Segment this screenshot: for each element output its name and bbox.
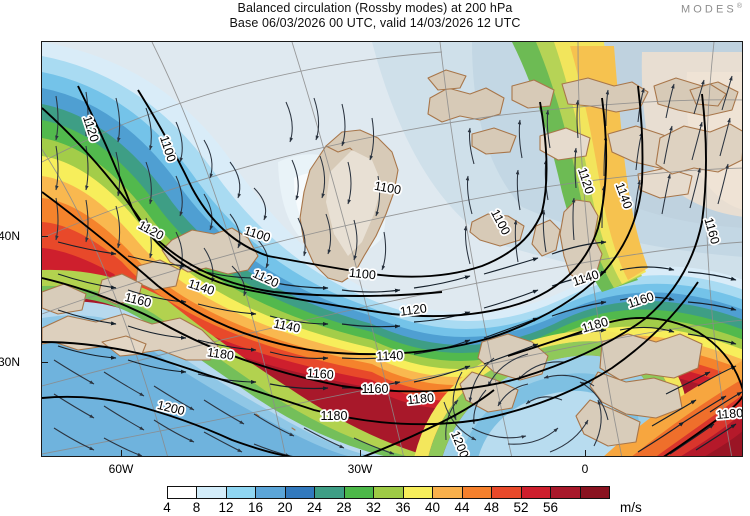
contour-label: 1100 xyxy=(348,266,376,283)
colorbar-tick: 8 xyxy=(192,500,201,515)
contour-label: 1120 xyxy=(399,301,428,319)
colorbar-segment xyxy=(344,487,375,498)
modes-logo: MODES® xyxy=(681,3,742,16)
contour-label: 1140 xyxy=(272,316,301,335)
colorbar-segment xyxy=(403,487,434,498)
contour-label: 1180 xyxy=(406,391,434,408)
colorbar-tick: 20 xyxy=(277,500,293,515)
colorbar-tick: 28 xyxy=(336,500,352,515)
ytick-40n xyxy=(41,236,48,238)
colorbar-segment xyxy=(315,487,345,498)
contour-label: 1180 xyxy=(716,406,743,422)
colorbar-tick: 4 xyxy=(163,500,171,515)
contour-label: 1200 xyxy=(156,398,186,418)
ylabel-30n: 30N xyxy=(0,355,21,369)
contour-label: 1180 xyxy=(206,345,235,363)
colorbar-segment xyxy=(285,487,316,498)
contour-label: 1180 xyxy=(206,345,235,363)
brand-text: MODES xyxy=(680,3,737,16)
colorbar-segment xyxy=(374,487,404,498)
page-title: Balanced circulation (Rossby modes) at 2… xyxy=(237,1,513,15)
colorbar-segment xyxy=(168,487,198,498)
contour-label: 1180 xyxy=(321,409,348,423)
colorbar[interactable] xyxy=(167,486,610,499)
xtick-30w xyxy=(360,450,362,457)
contour-label: 1140 xyxy=(376,349,403,364)
contour-label: 1140 xyxy=(376,349,403,364)
colorbar-unit-label: m/s xyxy=(620,500,642,515)
colorbar-segment xyxy=(521,487,552,498)
contour-label: 1160 xyxy=(362,382,389,396)
contour-label: 1100 xyxy=(373,179,402,197)
ylabel-40n: 40N xyxy=(0,229,21,243)
colorbar-tick: 48 xyxy=(483,500,500,515)
xlabel-30w: 30W xyxy=(347,462,373,476)
contour-label: 1180 xyxy=(716,406,743,422)
colorbar-tick: 44 xyxy=(454,500,470,515)
colorbar-segment xyxy=(433,487,463,498)
chart-subtitle: Base 06/03/2026 00 UTC, valid 14/03/2026… xyxy=(229,16,521,30)
colorbar-segment xyxy=(226,487,257,498)
colorbar-segment xyxy=(580,487,610,498)
colorbar-segment xyxy=(197,487,227,498)
colorbar-segment xyxy=(462,487,493,498)
contour-label: 1180 xyxy=(406,391,434,408)
height-contour-lines xyxy=(42,85,742,456)
contour-label: 1160 xyxy=(362,382,389,396)
colorbar-segment xyxy=(551,487,581,498)
colorbar-tick: 52 xyxy=(513,500,529,515)
colorbar-segment xyxy=(492,487,522,498)
colorbar-tick: 36 xyxy=(395,500,411,515)
xlabel-60w: 60W xyxy=(108,462,134,476)
contour-label: 1160 xyxy=(306,366,334,382)
xtick-0 xyxy=(585,450,587,457)
contour-label: 1100 xyxy=(373,179,402,197)
colorbar-tick: 56 xyxy=(542,500,559,515)
map-content: 1120112011001100110011001100110011201120… xyxy=(42,42,743,456)
map-plot-area: 1120 1120 1100 1100 1100 1100 1100 1100 1120 1120… xyxy=(41,41,743,457)
contour-label: 1100 xyxy=(348,266,376,283)
xlabel-0: 0 xyxy=(581,462,589,476)
graticule xyxy=(42,42,742,456)
colorbar-tick: 24 xyxy=(306,500,323,515)
map-svg: 1120112011001100110011001100110011201120… xyxy=(42,42,743,456)
brand-mark-icon: ® xyxy=(736,3,742,10)
contour-label: 1120 xyxy=(399,301,428,319)
chart-title-block: Balanced circulation (Rossby modes) at 2… xyxy=(0,0,750,31)
colorbar-segment xyxy=(256,487,286,498)
ytick-30n xyxy=(41,362,48,364)
contour-label: 1160 xyxy=(123,290,153,310)
colorbar-tick: 12 xyxy=(218,500,234,515)
colorbar-tick: 16 xyxy=(247,500,264,515)
contour-label: 1160 xyxy=(306,366,334,382)
colorbar-tick: 40 xyxy=(424,500,441,515)
contour-label: 1180 xyxy=(321,409,348,423)
xtick-60w xyxy=(121,450,123,457)
colorbar-tick: 32 xyxy=(365,500,382,515)
